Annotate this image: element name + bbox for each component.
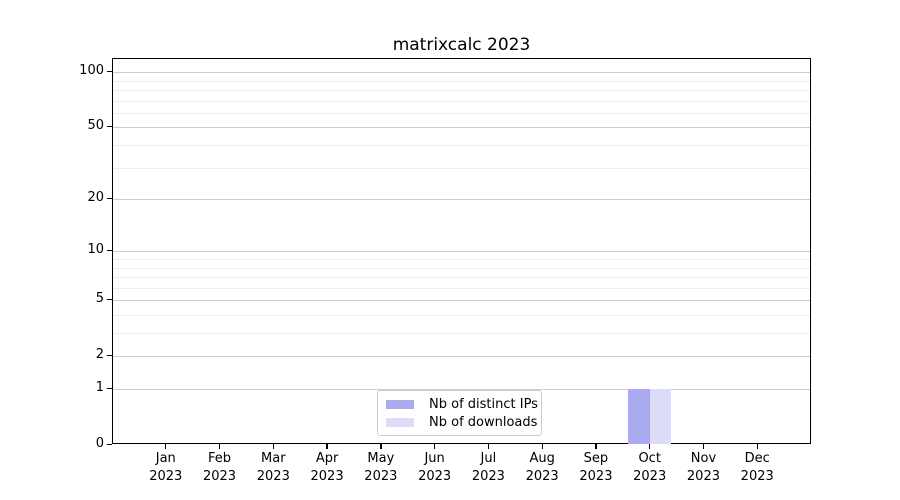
- y-gridline-minor: [113, 267, 810, 269]
- x-tick-label: Jan 2023: [131, 450, 201, 486]
- y-gridline-minor: [113, 277, 810, 279]
- legend-swatch: [386, 399, 414, 409]
- y-tick-label: 100: [79, 63, 104, 79]
- x-tick-label-year: 2023: [686, 469, 720, 484]
- x-tick-label-month: Oct: [638, 451, 661, 466]
- x-axis-tick: [165, 444, 167, 449]
- x-tick-label-year: 2023: [149, 469, 183, 484]
- x-tick-label-year: 2023: [310, 469, 344, 484]
- x-tick-label: May 2023: [346, 450, 416, 486]
- legend-item: Nb of distinct IPs: [386, 395, 538, 413]
- x-axis-tick: [218, 444, 221, 449]
- x-tick-label-month: Jan: [155, 451, 176, 466]
- y-gridline-major: [113, 389, 810, 391]
- x-axis-tick: [595, 444, 597, 449]
- x-axis-tick: [272, 444, 274, 449]
- x-tick-label-month: Apr: [315, 451, 339, 466]
- y-gridline-minor: [113, 259, 810, 261]
- x-tick-label-year: 2023: [471, 469, 505, 484]
- y-axis-tick: [107, 387, 112, 389]
- y-gridline-major: [113, 251, 810, 253]
- x-tick-label: Mar 2023: [238, 450, 308, 486]
- y-axis-tick: [107, 197, 112, 199]
- y-axis-tick: [107, 249, 112, 252]
- y-gridline-major: [113, 300, 810, 302]
- x-tick-label: Feb 2023: [185, 450, 255, 486]
- x-axis-tick: [487, 444, 490, 449]
- y-gridline-minor: [113, 112, 810, 114]
- x-tick-label: Apr 2023: [292, 450, 362, 486]
- y-gridline-minor: [113, 287, 810, 289]
- x-tick-label-year: 2023: [364, 469, 398, 484]
- x-tick-label-year: 2023: [740, 469, 774, 484]
- bar-nb-of-downloads-oct: [649, 389, 672, 444]
- y-gridline-minor: [113, 333, 810, 335]
- x-tick-label: Sep 2023: [561, 450, 631, 486]
- x-tick-label-year: 2023: [418, 469, 452, 484]
- x-tick-label-year: 2023: [525, 469, 559, 484]
- x-tick-label-month: Jul: [480, 451, 497, 466]
- x-tick-label-month: Sep: [583, 451, 609, 466]
- legend: Nb of distinct IPs Nb of downloads: [377, 390, 542, 436]
- x-tick-label: Jul 2023: [453, 450, 523, 486]
- x-tick-label-month: Mar: [261, 451, 286, 466]
- legend-item: Nb of downloads: [386, 413, 537, 431]
- x-tick-label-year: 2023: [256, 469, 290, 484]
- x-tick-label-year: 2023: [579, 469, 613, 484]
- y-gridline-major: [113, 72, 810, 74]
- x-axis-tick: [541, 444, 543, 449]
- y-gridline-minor: [113, 145, 810, 147]
- y-tick-label: 5: [95, 291, 104, 307]
- x-axis-tick: [702, 444, 705, 449]
- bar-nb-of-distinct-ips-oct: [628, 389, 650, 444]
- x-tick-label-month: May: [367, 451, 395, 466]
- y-gridline-minor: [113, 100, 810, 102]
- x-axis-tick: [380, 444, 382, 449]
- y-gridline-minor: [113, 90, 810, 92]
- y-gridline-minor: [113, 315, 810, 316]
- y-gridline-minor: [113, 167, 810, 169]
- y-tick-label: 1: [95, 380, 104, 396]
- x-tick-label-year: 2023: [633, 469, 667, 484]
- x-axis-tick: [649, 444, 651, 449]
- x-tick-label-month: Aug: [529, 451, 555, 466]
- x-tick-label: Nov 2023: [668, 450, 738, 486]
- legend-label: Nb of distinct IPs: [429, 396, 538, 412]
- y-axis-tick: [107, 298, 112, 301]
- y-tick-label: 2: [95, 347, 104, 363]
- x-tick-label: Oct 2023: [615, 450, 685, 486]
- y-axis-tick: [107, 443, 112, 445]
- x-tick-label-year: 2023: [202, 469, 237, 484]
- x-axis-tick: [756, 444, 758, 449]
- y-axis-tick: [107, 354, 112, 357]
- legend-label: Nb of downloads: [429, 414, 538, 430]
- y-gridline-major: [113, 199, 810, 201]
- y-axis-tick: [107, 125, 112, 128]
- plot-area: [112, 58, 811, 444]
- x-tick-label-month: Jun: [424, 451, 445, 466]
- x-axis-tick: [434, 444, 436, 449]
- y-tick-label: 0: [95, 436, 104, 451]
- y-gridline-minor: [113, 80, 810, 82]
- y-gridline-major: [113, 127, 810, 129]
- chart-title: matrixcalc 2023: [392, 35, 531, 55]
- x-axis-tick: [326, 444, 328, 449]
- x-tick-label-month: Nov: [690, 451, 717, 466]
- y-tick-label: 10: [87, 242, 104, 258]
- legend-swatch: [386, 417, 414, 427]
- y-axis-tick: [107, 70, 112, 73]
- x-tick-label: Dec 2023: [722, 450, 792, 486]
- x-tick-label-month: Dec: [744, 451, 770, 466]
- y-tick-label: 20: [87, 190, 104, 206]
- x-tick-label: Jun 2023: [400, 450, 470, 486]
- x-tick-label: Aug 2023: [507, 450, 577, 486]
- y-tick-label: 50: [87, 118, 104, 134]
- y-gridline-major: [113, 356, 810, 358]
- x-tick-label-month: Feb: [208, 451, 232, 466]
